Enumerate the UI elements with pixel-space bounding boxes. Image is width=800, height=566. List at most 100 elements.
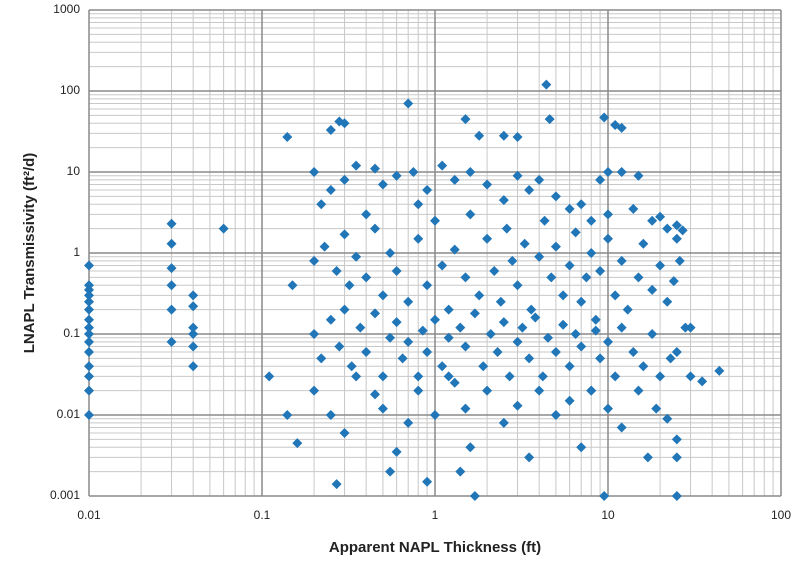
data-point [674, 255, 685, 266]
data-point [581, 272, 592, 283]
data-point [662, 223, 673, 234]
x-axis-title: Apparent NAPL Thickness (ft) [329, 539, 541, 556]
x-tick-label: 0.1 [254, 508, 271, 522]
data-point [443, 371, 454, 382]
data-point [550, 410, 561, 420]
data-point [469, 491, 480, 501]
data-point [638, 238, 649, 249]
y-tick-label: 1 [73, 245, 80, 259]
data-point [351, 251, 362, 262]
data-point [443, 332, 454, 343]
data-point [662, 296, 673, 307]
data-point [665, 353, 676, 364]
data-point [546, 272, 557, 283]
data-point [391, 170, 402, 181]
data-point [599, 491, 610, 501]
data-point [309, 329, 320, 339]
data-point [586, 215, 597, 226]
data-point [84, 346, 94, 357]
data-point [685, 322, 696, 333]
data-point [351, 371, 362, 382]
data-point [677, 225, 688, 236]
data-point [576, 442, 587, 453]
data-point [325, 184, 336, 195]
data-point [633, 385, 644, 396]
x-tick-label: 100 [771, 508, 791, 522]
data-point [524, 353, 535, 364]
data-point [430, 314, 440, 325]
data-point [616, 255, 627, 266]
data-point [339, 229, 350, 240]
data-point [543, 332, 554, 343]
data-point [385, 332, 396, 343]
data-point [534, 174, 545, 185]
data-point [530, 312, 541, 323]
data-point [469, 308, 480, 319]
data-point [482, 179, 493, 190]
data-point [576, 341, 587, 352]
data-point [671, 491, 682, 501]
data-point [628, 346, 639, 357]
data-point [443, 304, 454, 315]
data-point [647, 215, 658, 226]
data-point [524, 184, 535, 195]
data-point [586, 385, 597, 396]
data-point [610, 290, 621, 301]
data-point [408, 167, 419, 177]
data-point [344, 280, 355, 291]
y-tick-label: 0.001 [50, 488, 80, 502]
data-point [403, 417, 414, 428]
data-point [449, 244, 460, 255]
data-point [697, 376, 708, 387]
data-point [512, 336, 523, 347]
data-point [616, 322, 627, 333]
data-point [351, 160, 362, 171]
data-point [422, 476, 433, 487]
data-point [610, 371, 621, 382]
x-tick-label: 10 [601, 508, 615, 522]
data-point [671, 434, 682, 445]
data-point [309, 385, 320, 396]
data-point [309, 167, 320, 177]
data-point [628, 203, 639, 214]
data-point [647, 329, 658, 339]
data-point [377, 179, 388, 190]
data-point [413, 385, 424, 396]
data-point [403, 98, 414, 109]
data-point [603, 336, 613, 347]
data-point [474, 290, 485, 301]
data-point [498, 195, 509, 206]
data-point [460, 403, 471, 414]
data-point [355, 322, 366, 333]
data-point [647, 284, 658, 295]
data-point [478, 361, 489, 372]
data-point [512, 132, 523, 143]
data-point [437, 361, 448, 372]
data-point [287, 280, 298, 291]
data-point [558, 290, 569, 301]
data-point [550, 346, 561, 357]
data-point [519, 238, 530, 249]
y-tick-label: 1000 [53, 2, 80, 16]
data-point [564, 260, 575, 271]
data-point [541, 79, 552, 90]
data-point [651, 403, 662, 414]
data-point [339, 427, 350, 438]
data-point [361, 346, 372, 357]
data-point [84, 304, 94, 315]
data-point [622, 304, 633, 315]
data-point [166, 280, 177, 291]
data-point [680, 322, 691, 333]
data-point [512, 280, 523, 291]
data-point [218, 223, 229, 234]
data-point [84, 336, 94, 347]
data-point [671, 220, 682, 231]
data-point [331, 479, 342, 490]
data-point [492, 346, 503, 357]
data-point [188, 290, 199, 301]
data-point [166, 304, 177, 315]
data-point [501, 223, 512, 234]
data-point [84, 329, 94, 339]
data-point [370, 389, 381, 400]
data-point [595, 174, 606, 185]
